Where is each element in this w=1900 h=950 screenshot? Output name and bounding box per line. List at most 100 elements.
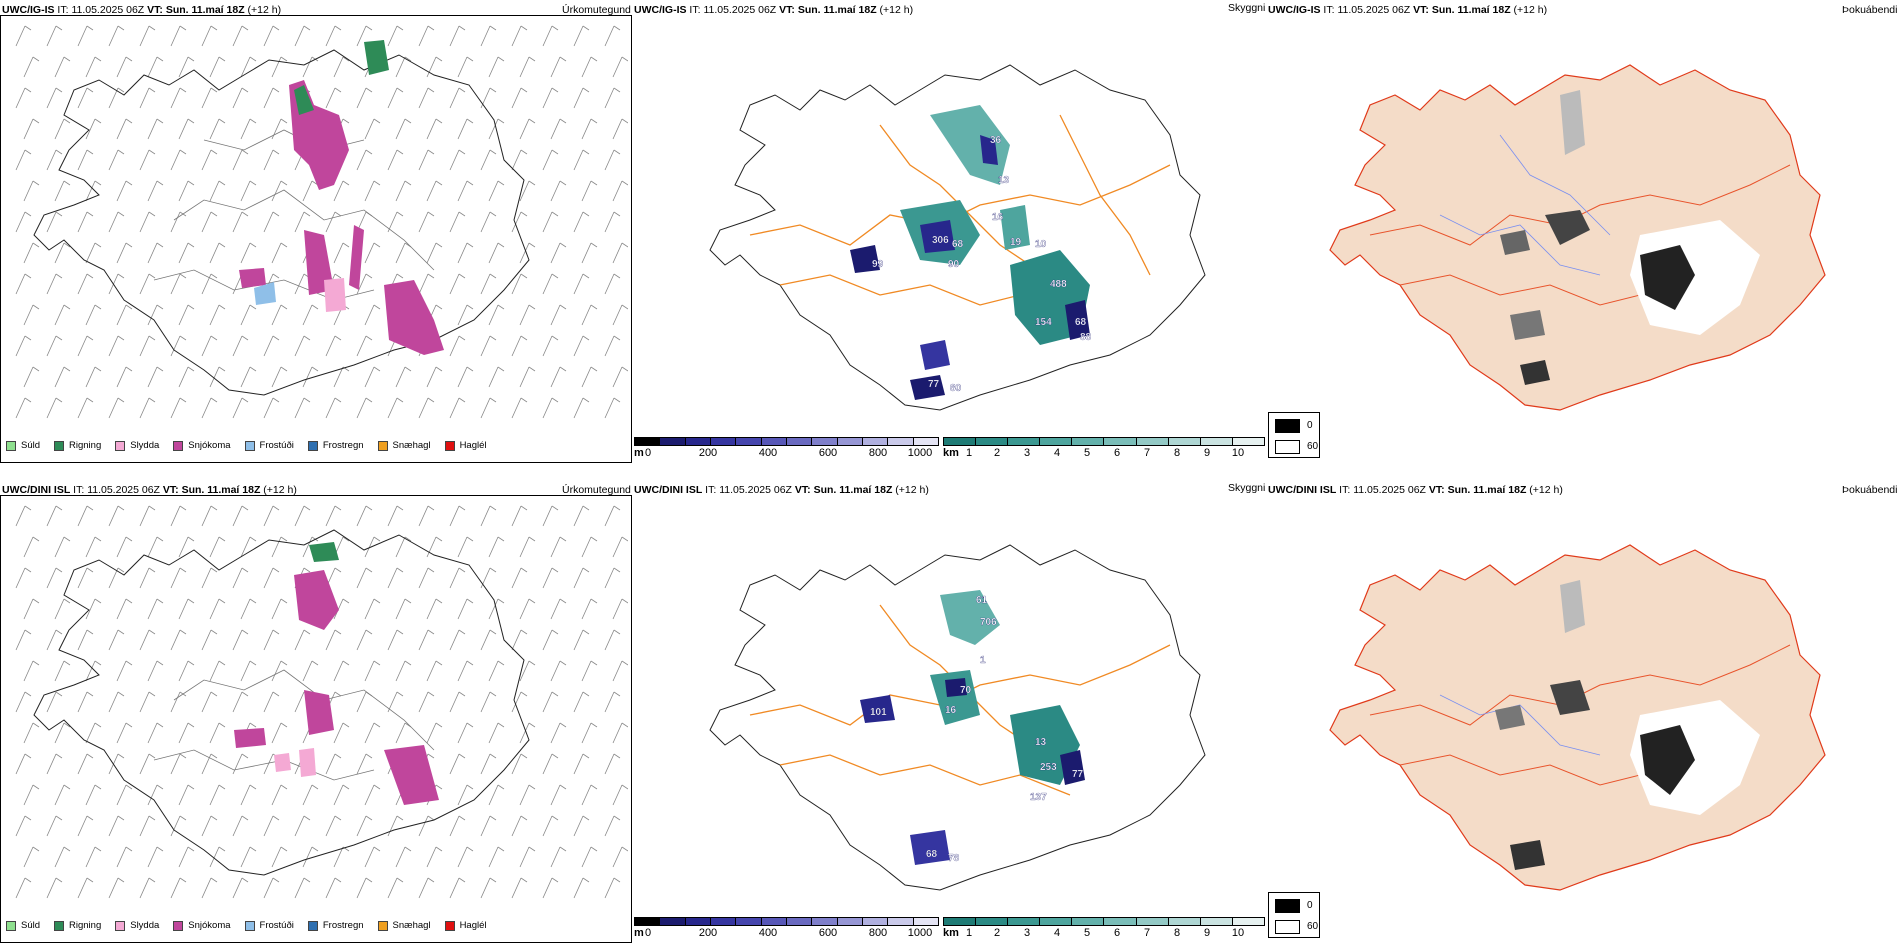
wind-barb [426, 722, 437, 744]
wind-barb-flag [520, 149, 528, 155]
wind-barb-flag [55, 211, 63, 217]
wind-barb [550, 536, 561, 558]
wind-barb [480, 211, 491, 233]
scale-cell [976, 918, 1009, 925]
wind-barb-flag [117, 335, 125, 341]
wind-barb-flag [613, 211, 621, 217]
wind-barb-flag [94, 784, 102, 790]
wind-barb [542, 505, 553, 527]
wind-barb [46, 505, 57, 527]
wind-barb [178, 304, 189, 326]
wind-barb-flag [32, 846, 40, 852]
wind-barb-flag [334, 273, 342, 279]
wind-barb-flag [559, 660, 567, 666]
wind-barb [550, 242, 561, 264]
wind-barb-flag [63, 722, 71, 728]
wind-barb-flag [156, 846, 164, 852]
wind-barb [356, 149, 367, 171]
wind-barb [209, 304, 220, 326]
visibility-value-label: 68 [926, 849, 938, 860]
wind-barb [581, 722, 592, 744]
wind-barb-flag [86, 335, 94, 341]
wind-barb [573, 691, 584, 713]
vis-km-tick: 6 [1113, 927, 1121, 939]
wind-barb-flag [497, 56, 505, 62]
wind-barb-flag [621, 660, 628, 666]
wind-barb [23, 180, 34, 202]
wind-barb [302, 56, 313, 78]
wind-barb-flag [117, 567, 125, 573]
wind-barb-flag [435, 304, 443, 310]
legend-item-rigning: Rigning [54, 920, 101, 931]
wind-barb [488, 660, 499, 682]
wind-barb-flag [55, 335, 63, 341]
wind-barb-flag [63, 660, 71, 666]
wind-barb-flag [280, 536, 288, 542]
wind-barb-flag [458, 25, 466, 31]
wind-barb-flag [497, 722, 505, 728]
wind-barb-flag [117, 877, 125, 883]
wind-barb [139, 335, 150, 357]
wind-barb [232, 629, 243, 651]
wind-barb-flag [342, 784, 350, 790]
wind-barb-flag [94, 56, 102, 62]
wind-barb-flag [342, 536, 350, 542]
wind-barb [263, 691, 274, 713]
wind-barb [550, 56, 561, 78]
wind-barb-flag [342, 180, 350, 186]
wind-barb [46, 567, 57, 589]
wind-barb [387, 87, 398, 109]
wind-barb-flag [582, 87, 590, 93]
wind-barb-flag [24, 335, 32, 341]
wind-barb [54, 180, 65, 202]
wind-barb [178, 118, 189, 140]
wind-barb [139, 691, 150, 713]
wind-barb-flag [125, 304, 133, 310]
wind-barb [333, 722, 344, 744]
wind-barb-flag [489, 211, 497, 217]
wind-barb [488, 536, 499, 558]
wind-barb-flag [86, 87, 94, 93]
wind-barb-flag [365, 273, 373, 279]
scale-cell [1168, 438, 1201, 445]
visibility-value-label: 68 [1075, 317, 1087, 328]
wind-barb-flag [559, 56, 567, 62]
wind-barb [77, 273, 88, 295]
wind-barb [395, 56, 406, 78]
wind-barb [139, 211, 150, 233]
wind-barb-flag [621, 118, 628, 124]
wind-barb [147, 846, 158, 868]
wind-barb [457, 242, 468, 264]
vis-km-tick: 3 [1023, 927, 1031, 939]
panel-var-fog-2: Þokuábendi [1842, 484, 1898, 496]
wind-barb [232, 397, 243, 419]
wind-barb [54, 118, 65, 140]
wind-barb [209, 660, 220, 682]
wind-barb [23, 304, 34, 326]
wind-barb-flag [489, 335, 497, 341]
wind-barb-flag [365, 397, 373, 403]
wind-barb-flag [280, 784, 288, 790]
fog-index-legend-2: 0 60 [1268, 892, 1320, 938]
wind-barb [550, 366, 561, 388]
wind-barb [139, 753, 150, 775]
wind-barb [511, 567, 522, 589]
wind-barb [85, 846, 96, 868]
wind-barb [519, 366, 530, 388]
wind-barb-flag [117, 211, 125, 217]
wind-barb-flag [218, 304, 226, 310]
wind-barb-flag [218, 846, 226, 852]
wind-barb-flag [210, 25, 218, 31]
visibility-m-cells [634, 917, 939, 926]
wind-barb [418, 397, 429, 419]
wind-barb-flag [280, 722, 288, 728]
wind-barb [449, 505, 460, 527]
wind-barb [612, 784, 623, 806]
wind-barb [356, 629, 367, 651]
wind-barb [209, 784, 220, 806]
wind-barb [263, 505, 274, 527]
wind-barb [457, 536, 468, 558]
wind-barb [271, 784, 282, 806]
wind-barb [426, 846, 437, 868]
wind-barb [519, 180, 530, 202]
